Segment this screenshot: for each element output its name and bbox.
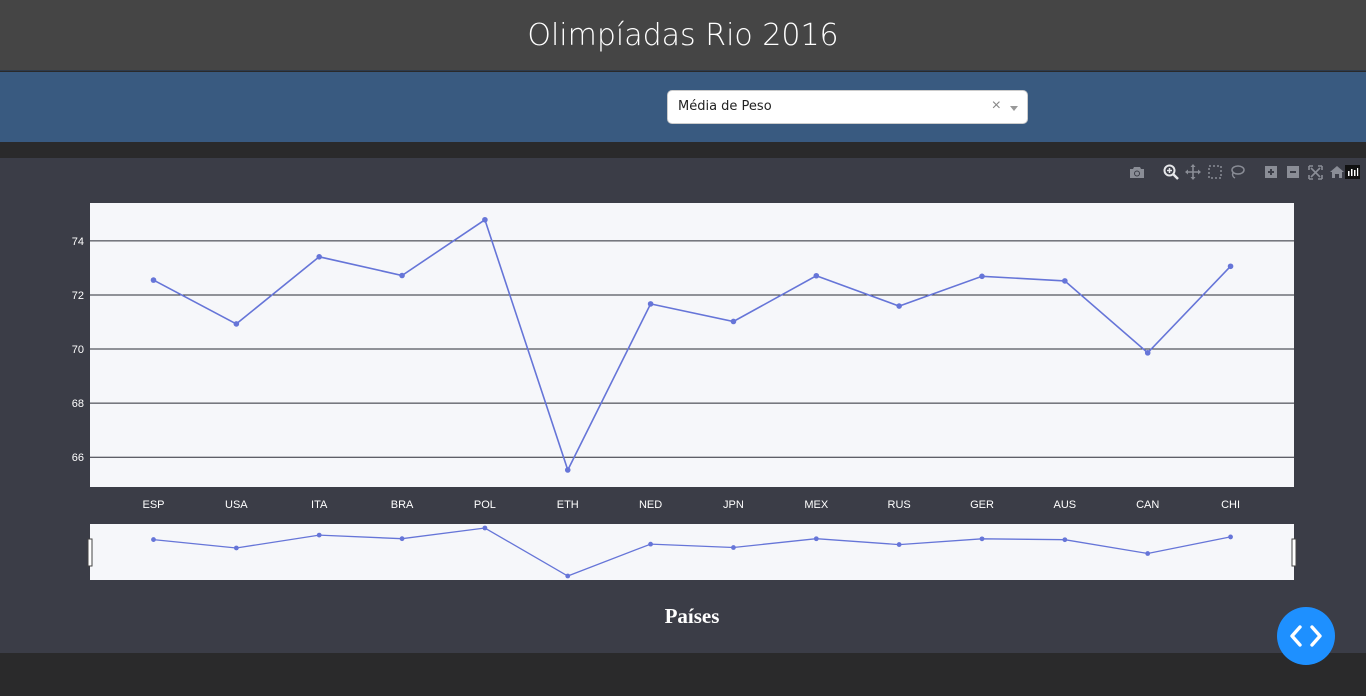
- x-tick-label: POL: [474, 499, 496, 511]
- zoom-icon[interactable]: [1162, 164, 1180, 180]
- app-header: Olimpíadas Rio 2016: [0, 0, 1366, 71]
- x-tick-label: JPN: [723, 499, 744, 511]
- page-footer: [0, 653, 1366, 696]
- range-slider-point: [316, 532, 322, 538]
- filter-bar: Média de Peso ×: [0, 72, 1366, 142]
- x-tick-label: CAN: [1136, 499, 1159, 511]
- data-point[interactable]: [316, 254, 323, 260]
- plot-area[interactable]: [90, 203, 1294, 487]
- range-slider-point: [565, 573, 571, 579]
- page-title: Olimpíadas Rio 2016: [527, 17, 839, 53]
- data-point[interactable]: [647, 301, 654, 307]
- y-tick-label: 74: [72, 236, 84, 248]
- series-line: [153, 218, 1232, 473]
- data-point[interactable]: [1144, 350, 1151, 356]
- range-slider-point: [648, 541, 653, 547]
- range-slider-point: [1145, 551, 1151, 556]
- range-slider[interactable]: [90, 524, 1294, 580]
- range-slider-point: [482, 525, 488, 531]
- section-gap: [0, 142, 1366, 158]
- lasso-select-icon[interactable]: [1228, 164, 1246, 180]
- x-tick-label: ESP: [142, 499, 164, 511]
- range-slider-handle-right[interactable]: [1291, 538, 1297, 567]
- x-tick-label: ETH: [557, 499, 579, 511]
- range-slider-point: [1228, 534, 1233, 540]
- range-slider-point: [731, 545, 736, 550]
- y-tick-label: 72: [72, 290, 84, 302]
- chart-panel: 66 68 70 72 74 ESP USA ITA BRA POL ETH NED JPN MEX RU…: [0, 158, 1366, 653]
- y-axis-ticks: 66 68 70 72 74: [72, 236, 84, 464]
- data-point[interactable]: [482, 216, 488, 223]
- data-point[interactable]: [233, 321, 240, 327]
- range-slider-point: [813, 536, 819, 542]
- camera-icon[interactable]: [1128, 164, 1146, 180]
- x-tick-label: GER: [970, 499, 994, 511]
- data-point[interactable]: [1062, 278, 1068, 284]
- reset-axes-icon[interactable]: [1328, 164, 1346, 180]
- y-tick-label: 70: [72, 344, 84, 356]
- x-tick-label: NED: [639, 499, 662, 511]
- x-tick-label: USA: [225, 499, 248, 511]
- plotly-logo-icon[interactable]: [1345, 165, 1360, 179]
- zoom-out-icon[interactable]: [1284, 164, 1302, 180]
- dropdown-selected-value: Média de Peso: [678, 99, 772, 114]
- autoscale-icon[interactable]: [1306, 164, 1324, 180]
- data-point[interactable]: [150, 277, 157, 283]
- box-select-icon[interactable]: [1206, 164, 1224, 180]
- x-tick-label: AUS: [1054, 499, 1077, 511]
- range-slider-points: [151, 525, 1233, 579]
- x-tick-label: MEX: [804, 499, 829, 511]
- pan-icon[interactable]: [1184, 164, 1202, 180]
- data-point[interactable]: [399, 272, 405, 279]
- data-point[interactable]: [564, 467, 571, 473]
- data-point[interactable]: [896, 303, 902, 309]
- data-point[interactable]: [813, 272, 820, 279]
- x-tick-label: ITA: [311, 499, 328, 511]
- range-slider-handle-left[interactable]: [87, 538, 93, 567]
- range-slider-line: [153, 527, 1231, 577]
- zoom-in-icon[interactable]: [1262, 164, 1280, 180]
- range-slider-point: [979, 536, 985, 542]
- line-chart: 66 68 70 72 74 ESP USA ITA BRA POL ETH NED JPN MEX RU…: [72, 203, 1297, 628]
- y-tick-label: 66: [72, 452, 84, 464]
- range-slider-point: [151, 537, 156, 542]
- clear-icon[interactable]: ×: [991, 97, 1001, 114]
- x-axis-title: Países: [665, 604, 720, 628]
- data-point[interactable]: [1227, 263, 1234, 270]
- code-toggle-button[interactable]: [1277, 607, 1335, 665]
- gridlines: [90, 240, 1294, 458]
- range-slider-point: [1062, 537, 1068, 543]
- chevron-down-icon[interactable]: [1010, 106, 1018, 111]
- range-slider-point: [233, 545, 239, 551]
- data-point[interactable]: [979, 273, 985, 280]
- y-tick-label: 68: [72, 398, 84, 410]
- code-icon: [1290, 625, 1322, 647]
- data-point[interactable]: [730, 318, 737, 325]
- series-points: [150, 216, 1234, 473]
- range-slider-point: [399, 536, 405, 542]
- x-tick-label: CHI: [1221, 499, 1240, 511]
- x-tick-label: RUS: [888, 499, 911, 511]
- x-tick-label: BRA: [391, 499, 414, 511]
- metric-dropdown[interactable]: Média de Peso ×: [667, 90, 1028, 124]
- range-slider-point: [896, 542, 902, 547]
- chart-modebar: [1128, 164, 1350, 180]
- x-axis-ticks: ESP USA ITA BRA POL ETH NED JPN MEX RUS GER AUS CAN C…: [142, 499, 1240, 511]
